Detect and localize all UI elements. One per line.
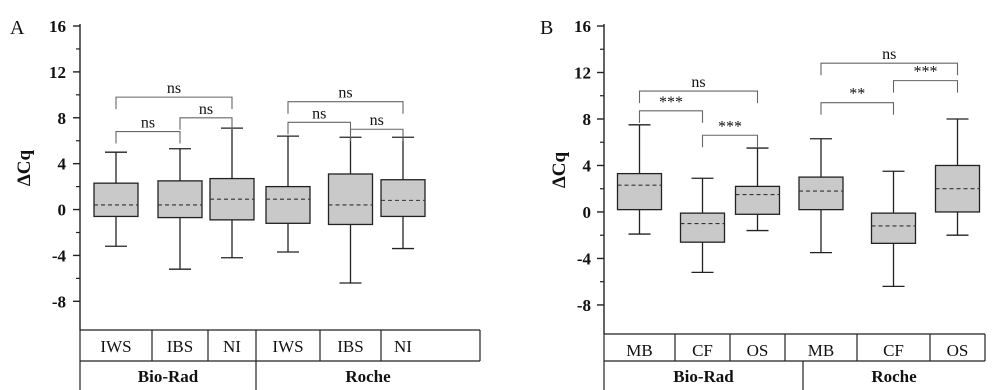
significance-label: ns [167, 80, 181, 97]
y-tick-label: 4 [583, 156, 592, 175]
interquartile-box [734, 185, 781, 215]
y-tick-label: 8 [58, 109, 67, 128]
significance-label: ns [882, 46, 896, 63]
y-tick-label: -8 [577, 296, 591, 315]
bracket-line [638, 90, 759, 104]
box-plot [209, 127, 255, 259]
box-plot [327, 136, 374, 284]
panel-b: B ΔCq -8 -4 0 4 8 12 16 MB CF OS MB CF OS Bio-Rad Roche *… [540, 17, 986, 390]
significance-label: *** [914, 64, 938, 81]
y-tick-label: -8 [52, 292, 66, 311]
significance-bracket: *** [701, 118, 759, 148]
significance-label: *** [718, 118, 742, 135]
significance-bracket: ns [820, 46, 959, 76]
box-plot [380, 136, 426, 250]
y-tick-label: 16 [574, 17, 591, 36]
interquartile-box [798, 176, 844, 211]
bracket-line [287, 121, 352, 135]
significance-label: *** [659, 94, 683, 111]
interquartile-box [93, 182, 139, 218]
significance-bracket: ns [349, 112, 404, 142]
bracket-line [115, 96, 233, 110]
category-label: IBS [337, 337, 363, 356]
y-axis-label: ΔCq [549, 151, 570, 188]
bracket-line [115, 130, 181, 144]
y-axis-label: ΔCq [14, 149, 35, 186]
category-label: OS [747, 341, 769, 360]
interquartile-box [265, 185, 311, 224]
box-plot [870, 170, 917, 287]
category-label: CF [692, 341, 713, 360]
significance-bracket: ns [638, 74, 759, 104]
significance-bracket: *** [892, 64, 959, 93]
y-tick-label: -4 [52, 246, 67, 265]
y-tick-label: 8 [583, 110, 592, 129]
significance-bracket: ns [179, 101, 233, 130]
panel-a: A ΔCq -8 -4 0 4 8 12 16 IWS IBS NI IWS IBS NI Bio-Rad Ro… [10, 17, 481, 390]
y-tick-label: 12 [49, 63, 66, 82]
significance-label: ns [691, 74, 705, 91]
bracket-line [820, 62, 959, 76]
category-label: IWS [272, 337, 303, 356]
group-label: Roche [345, 367, 391, 386]
panel-label: B [540, 17, 553, 39]
significance-bracket: ns [287, 85, 404, 114]
significance-label: ** [849, 86, 865, 103]
bracket-line [287, 101, 404, 114]
significance-label: ns [312, 105, 326, 122]
panel-label: A [10, 17, 25, 39]
interquartile-box [616, 172, 663, 211]
box-plot [93, 151, 139, 247]
interquartile-box [380, 179, 426, 218]
box-plot [798, 138, 844, 254]
category-label: MB [808, 341, 834, 360]
bracket-line [892, 80, 959, 93]
interquartile-box [157, 180, 203, 219]
significance-label: ns [370, 112, 384, 129]
box-plot [679, 177, 726, 274]
significance-label: ns [199, 101, 213, 118]
category-label: NI [394, 337, 412, 356]
category-label: NI [223, 337, 241, 356]
interquartile-box [327, 173, 374, 226]
category-label: MB [626, 341, 652, 360]
group-label: Roche [871, 367, 917, 386]
box-plot [157, 148, 203, 270]
y-tick-label: 4 [58, 155, 67, 174]
bracket-line [638, 110, 704, 123]
y-tick-label: -4 [577, 249, 592, 268]
box-plot [734, 147, 781, 232]
interquartile-box [870, 212, 917, 244]
y-tick-label: 0 [58, 201, 67, 220]
y-tick-label: 0 [583, 203, 592, 222]
bracket-line [179, 117, 233, 130]
category-label: OS [947, 341, 969, 360]
significance-bracket: ns [287, 105, 352, 135]
box-plot [265, 135, 311, 253]
y-tick-label: 12 [574, 63, 591, 82]
category-label: CF [883, 341, 904, 360]
significance-bracket: ns [115, 80, 233, 110]
significance-label: ns [141, 115, 155, 132]
group-label: Bio-Rad [138, 367, 199, 386]
bracket-line [701, 134, 759, 148]
group-label: Bio-Rad [673, 367, 734, 386]
category-label: IWS [100, 337, 131, 356]
category-label: IBS [167, 337, 193, 356]
interquartile-box [679, 212, 726, 243]
significance-bracket: ** [820, 86, 895, 115]
bracket-line [820, 102, 895, 115]
significance-bracket: ns [115, 115, 181, 144]
significance-bracket: *** [638, 94, 704, 123]
box-plot [616, 124, 663, 235]
bracket-line [349, 128, 404, 142]
y-tick-label: 16 [49, 17, 66, 36]
box-plot [934, 118, 981, 236]
significance-label: ns [338, 85, 352, 102]
